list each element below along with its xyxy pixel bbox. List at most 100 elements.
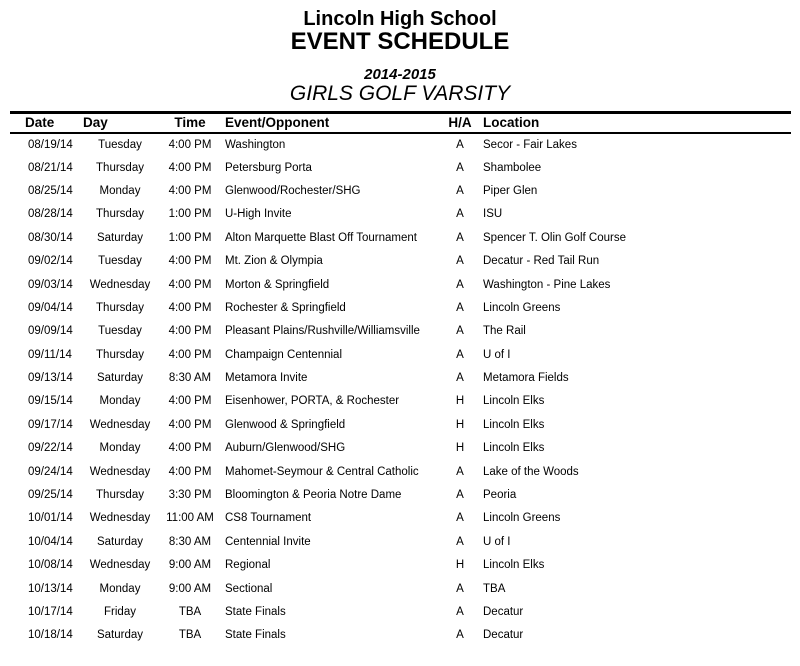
cell-time: 4:00 PM (168, 418, 212, 431)
cell-ha: A (456, 629, 464, 642)
schedule-table: Date Day Time Event/Opponent H/A Locatio… (10, 111, 791, 647)
cell-ha: A (456, 489, 464, 502)
table-row: 10/01/14 Wednesday 11:00 AM CS8 Tournament A… (10, 507, 791, 530)
cell-day: Wednesday (89, 278, 151, 291)
cell-date: 10/13/14 (28, 582, 73, 595)
cell-location: Lincoln Elks (483, 559, 545, 572)
cell-ha: A (456, 465, 464, 478)
school-name: Lincoln High School (303, 8, 497, 30)
cell-event: Morton & Springfield (225, 278, 330, 291)
cell-location: Washington - Pine Lakes (483, 278, 611, 291)
cell-date: 09/15/14 (28, 395, 73, 408)
cell-event: Washington (225, 138, 286, 151)
cell-time: 3:30 PM (168, 489, 212, 502)
cell-event: Champaign Centennial (225, 348, 342, 361)
table-row: 08/21/14 Thursday 4:00 PM Petersburg Porta A… (10, 156, 791, 179)
cell-event: Pleasant Plains/Rushville/Williamsville (225, 325, 420, 338)
cell-event: Eisenhower, PORTA, & Rochester (225, 395, 400, 408)
cell-location: Secor - Fair Lakes (483, 138, 577, 151)
cell-ha: A (456, 348, 464, 361)
table-row: 09/02/14 Tuesday 4:00 PM Mt. Zion & Olympia… (10, 249, 791, 272)
cell-day: Thursday (96, 348, 144, 361)
cell-day: Wednesday (89, 512, 151, 525)
cell-location: Lake of the Woods (483, 465, 579, 478)
column-header-time: Time (174, 115, 206, 131)
cell-day: Monday (99, 582, 141, 595)
cell-event: Petersburg Porta (225, 161, 312, 174)
table-body: 08/19/14 Tuesday 4:00 PM Washington A Secor -… (10, 133, 791, 648)
cell-time: 8:30 AM (168, 535, 212, 548)
cell-day: Wednesday (89, 465, 151, 478)
cell-date: 09/22/14 (28, 442, 73, 455)
cell-event: Regional (225, 559, 271, 572)
cell-time: 1:00 PM (168, 231, 212, 244)
cell-time: 4:00 PM (168, 395, 212, 408)
cell-time: 4:00 PM (168, 255, 212, 268)
cell-location: Metamora Fields (483, 372, 569, 385)
cell-event: State Finals (225, 629, 286, 642)
cell-date: 09/13/14 (28, 372, 73, 385)
cell-date: 09/17/14 (28, 418, 73, 431)
column-header-date: Date (25, 115, 55, 131)
cell-event: Bloomington & Peoria Notre Dame (225, 489, 402, 502)
cell-event: Mahomet-Seymour & Central Catholic (225, 465, 419, 478)
cell-time: 8:30 AM (168, 372, 212, 385)
cell-day: Saturday (96, 231, 144, 244)
cell-day: Thursday (96, 208, 144, 221)
cell-ha: A (456, 161, 464, 174)
cell-ha: A (456, 184, 464, 197)
cell-day: Wednesday (89, 559, 151, 572)
table-row: 10/04/14 Saturday 8:30 AM Centennial Invite… (10, 530, 791, 553)
cell-date: 09/11/14 (28, 348, 72, 361)
cell-time: 4:00 PM (168, 161, 212, 174)
season-label: 2014-2015 (364, 66, 436, 83)
cell-ha: A (456, 278, 464, 291)
cell-ha: A (456, 535, 464, 548)
cell-location: The Rail (483, 325, 526, 338)
cell-date: 09/24/14 (28, 465, 73, 478)
cell-date: 09/02/14 (28, 255, 73, 268)
cell-location: U of I (483, 348, 511, 361)
cell-day: Thursday (96, 161, 144, 174)
cell-event: Centennial Invite (225, 535, 311, 548)
page-title: EVENT SCHEDULE (290, 28, 510, 55)
cell-time: TBA (178, 629, 202, 642)
table-row: 09/22/14 Monday 4:00 PM Auburn/Glenwood/SHG… (10, 437, 791, 460)
cell-event: Alton Marquette Blast Off Tournament (225, 231, 417, 244)
cell-day: Saturday (96, 629, 144, 642)
cell-time: 4:00 PM (168, 442, 212, 455)
table-row: 09/15/14 Monday 4:00 PM Eisenhower, PORTA, … (10, 390, 791, 413)
cell-location: Piper Glen (483, 184, 538, 197)
cell-time: 11:00 AM (166, 512, 214, 525)
cell-date: 08/30/14 (28, 231, 73, 244)
table-row: 09/11/14 Thursday 4:00 PM Champaign Centenn… (10, 343, 791, 366)
cell-day: Monday (99, 395, 141, 408)
cell-date: 09/03/14 (28, 278, 73, 291)
cell-day: Thursday (96, 301, 144, 314)
cell-day: Saturday (96, 535, 144, 548)
cell-ha: A (456, 372, 464, 385)
cell-event: CS8 Tournament (225, 512, 312, 525)
cell-location: Lincoln Elks (483, 442, 545, 455)
cell-time: TBA (178, 606, 202, 618)
cell-ha: A (456, 231, 464, 244)
table-row: 09/09/14 Tuesday 4:00 PM Pleasant Plains/Ru… (10, 320, 791, 343)
team-name: GIRLS GOLF VARSITY (289, 82, 511, 105)
cell-event: State Finals (225, 606, 286, 618)
table-row: 10/13/14 Monday 9:00 AM Sectional A TBA (10, 577, 791, 600)
cell-date: 09/04/14 (28, 301, 73, 314)
cell-date: 10/17/14 (28, 606, 73, 618)
cell-date: 08/28/14 (28, 208, 73, 221)
cell-ha: A (456, 208, 464, 221)
cell-time: 4:00 PM (168, 348, 212, 361)
cell-ha: A (456, 606, 464, 618)
cell-day: Tuesday (98, 255, 142, 268)
table-row: 10/18/14 Saturday TBA State Finals A Decatur (10, 624, 791, 647)
cell-day: Friday (104, 606, 136, 618)
cell-ha: A (456, 255, 464, 268)
cell-date: 10/18/14 (28, 629, 73, 642)
cell-event: Rochester & Springfield (225, 301, 346, 314)
cell-date: 08/21/14 (28, 161, 73, 174)
cell-time: 1:00 PM (168, 208, 212, 221)
cell-ha: H (455, 442, 465, 455)
